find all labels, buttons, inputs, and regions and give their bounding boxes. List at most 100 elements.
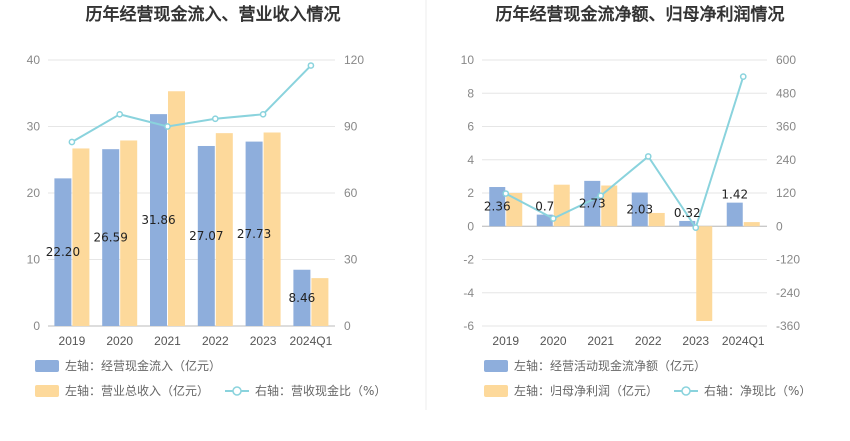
line-point	[68, 138, 76, 146]
line-point	[211, 115, 219, 123]
bar-2	[601, 185, 618, 227]
left-axis-tick: 20	[27, 186, 41, 200]
left-axis-tick: 6	[467, 120, 474, 134]
left-axis-tick: 10	[27, 253, 41, 267]
legend-label: 左轴：经营现金流入（亿元）	[65, 358, 221, 373]
right-axis-tick: 30	[344, 253, 358, 267]
left-axis-tick: 30	[27, 120, 41, 134]
right-axis-tick: 90	[344, 120, 358, 134]
chart-panel-1: 历年经营现金流入、营业收入情况 0 10 20 30 40 0 30 60 90 120 2019 20…	[27, 4, 387, 398]
bar-2	[72, 148, 90, 326]
legend-swatch	[484, 360, 508, 372]
data-label: 0.32	[674, 206, 701, 220]
x-axis-tick: 2021	[154, 334, 181, 348]
right-axis-tick: 0	[344, 319, 351, 333]
x-axis-tick: 2023	[682, 334, 709, 348]
right-axis-tick: 60	[344, 186, 358, 200]
right-axis-tick: 360	[776, 120, 796, 134]
right-axis-tick: 120	[776, 186, 796, 200]
left-axis-tick: 4	[467, 153, 474, 167]
right-axis-tick: 480	[776, 86, 796, 100]
bar-1	[245, 141, 263, 326]
right-axis-tick: -240	[776, 286, 800, 300]
chart-title: 历年经营现金流净额、归母净利润情况	[496, 4, 785, 25]
data-label: 26.59	[94, 231, 128, 245]
left-axis-tick: 0	[33, 319, 40, 333]
data-label: 22.20	[46, 245, 80, 259]
bar-2	[743, 222, 760, 227]
line-point	[502, 190, 510, 197]
bar-2	[215, 133, 233, 326]
chart-panel-2: 历年经营现金流净额、归母净利润情况 -6 -4 -2 0 2 4 6 8 10 -360 -240 -1…	[461, 4, 812, 398]
legend-label: 左轴：经营活动现金流净额（亿元）	[514, 358, 706, 373]
left-axis-tick: 2	[467, 186, 474, 200]
x-axis-tick: 2019	[492, 334, 519, 348]
right-axis-tick: 240	[776, 153, 796, 167]
bar-2	[168, 91, 185, 326]
right-axis-tick: -120	[776, 253, 800, 267]
line-point	[307, 62, 315, 69]
legend-label: 右轴：营收现金比（%）	[255, 383, 386, 398]
bar-1	[150, 114, 167, 326]
x-axis-tick: 2024Q1	[290, 334, 333, 348]
bar-2	[120, 140, 138, 326]
left-axis-tick: 0	[467, 219, 474, 233]
data-label: 2.36	[484, 200, 511, 214]
left-axis-tick: -2	[463, 253, 474, 267]
x-axis-tick: 2021	[587, 334, 614, 348]
line-point	[116, 110, 124, 118]
chart-title: 历年经营现金流入、营业收入情况	[86, 4, 341, 25]
left-axis-tick: -4	[463, 286, 474, 300]
right-axis-tick: 600	[776, 53, 796, 67]
line-point	[739, 73, 747, 80]
legend-swatch	[35, 360, 59, 372]
bar-1	[489, 187, 506, 227]
data-label: 0.7	[535, 200, 554, 214]
right-axis-tick: 0	[776, 219, 783, 233]
line-point	[259, 110, 267, 118]
line-point	[549, 215, 557, 222]
left-axis-tick: 10	[461, 53, 475, 67]
legend-swatch	[484, 385, 508, 397]
x-axis-tick: 2023	[250, 334, 277, 348]
data-label: 31.86	[141, 213, 175, 227]
legend-label: 右轴：净现比（%）	[704, 383, 811, 398]
bar-2	[696, 226, 713, 322]
x-axis-tick: 2020	[540, 334, 567, 348]
x-axis-tick: 2022	[202, 334, 229, 348]
bar-1	[54, 178, 72, 326]
bar-2	[648, 212, 665, 227]
line-series	[505, 76, 745, 230]
bar-1	[584, 180, 601, 227]
bar-1	[726, 202, 743, 227]
legend-marker	[232, 386, 242, 396]
x-axis-tick: 2024Q1	[722, 334, 765, 348]
line-point	[692, 224, 700, 231]
right-axis-tick: 120	[344, 53, 364, 67]
line-point	[164, 123, 171, 130]
data-label: 1.42	[721, 188, 748, 202]
line-point	[644, 153, 652, 160]
right-axis-tick: -360	[776, 319, 800, 333]
left-axis-tick: -6	[463, 319, 474, 333]
bar-2	[506, 193, 523, 227]
data-label: 8.46	[289, 291, 316, 305]
line-point	[597, 192, 605, 200]
x-axis-tick: 2022	[635, 334, 662, 348]
data-label: 27.07	[189, 229, 223, 243]
bar-2	[263, 132, 281, 326]
legend-label: 左轴：营业总收入（亿元）	[65, 383, 209, 398]
data-label: 2.03	[626, 202, 653, 216]
legend-marker	[681, 386, 691, 396]
line-series	[71, 64, 312, 143]
bar-1	[536, 214, 553, 227]
left-axis-tick: 40	[27, 53, 41, 67]
legend-swatch	[35, 385, 59, 397]
bar-1	[197, 145, 215, 326]
bar-1	[679, 220, 696, 227]
bar-1	[102, 149, 120, 326]
x-axis-tick: 2019	[59, 334, 86, 348]
bar-1	[293, 269, 311, 326]
left-axis-tick: 8	[467, 86, 474, 100]
